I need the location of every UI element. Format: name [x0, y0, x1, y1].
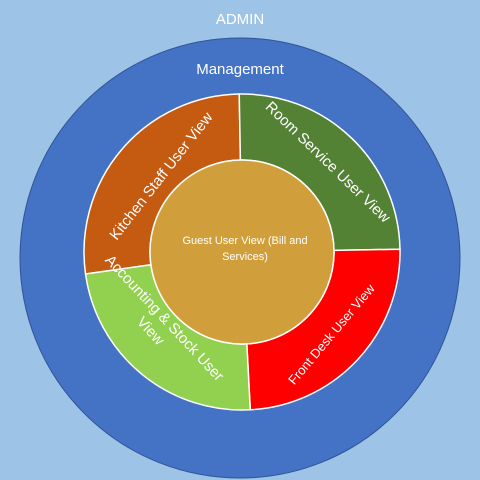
admin-label: ADMIN — [216, 11, 264, 28]
guest-user-view-circle — [149, 159, 335, 345]
guest-user-view-label-line1: Guest User View (Bill and — [182, 235, 307, 247]
guest-user-view-label-line2: Services) — [222, 251, 268, 263]
management-label: Management — [196, 61, 284, 78]
user-view-segments — [83, 93, 401, 411]
